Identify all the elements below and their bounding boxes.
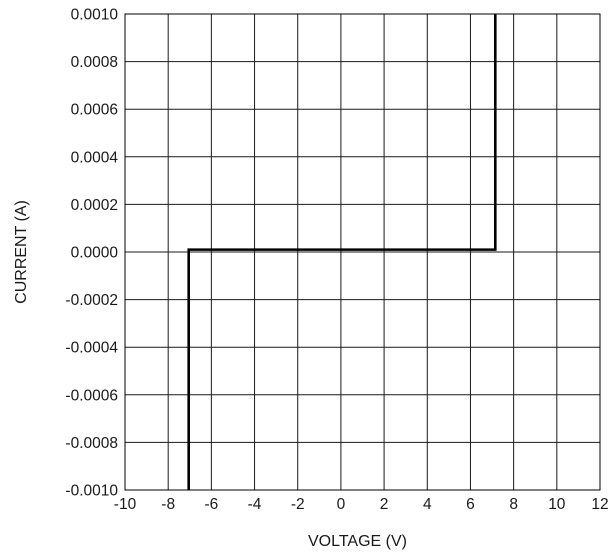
y-tick-label: 0.0002	[71, 197, 118, 214]
y-tick-label: 0.0006	[71, 102, 118, 119]
x-tick-label: 8	[509, 496, 518, 513]
grid-lines	[124, 13, 601, 491]
x-tick-label: -6	[204, 496, 218, 513]
x-tick-label: 6	[466, 496, 475, 513]
x-tick-label: -2	[291, 496, 305, 513]
x-tick-label: -8	[161, 496, 175, 513]
y-axis-label: CURRENT (A)	[13, 200, 30, 304]
plot-frame	[124, 13, 601, 491]
y-tick-label: -0.0010	[65, 483, 118, 500]
series-layer	[187, 14, 497, 490]
iv-curve-line	[187, 14, 497, 490]
x-tick-label: 4	[423, 496, 432, 513]
x-tick-label: 0	[337, 496, 346, 513]
y-tick-label: 0.0004	[71, 149, 119, 166]
x-tick-label: -10	[114, 496, 137, 513]
y-tick-label: 0.0010	[71, 7, 119, 24]
y-tick-label: 0.0000	[71, 245, 119, 262]
x-tick-label: 10	[548, 496, 566, 513]
x-axis-label: VOLTAGE (V)	[308, 533, 407, 550]
y-tick-label: 0.0008	[71, 54, 118, 71]
y-tick-labels: 0.0010 0.0008 0.0006 0.0004 0.0002 0.0000 -0.0…	[65, 7, 118, 500]
y-tick-label: -0.0008	[65, 435, 118, 452]
y-tick-label: -0.0002	[65, 292, 118, 309]
x-tick-label: -4	[248, 496, 262, 513]
y-tick-label: -0.0004	[65, 340, 118, 357]
x-tick-labels: -10 -8 -6 -4 -2 0 2 4 6 8 10 12	[114, 496, 609, 513]
x-tick-label: 12	[591, 496, 608, 513]
y-tick-label: -0.0006	[65, 387, 118, 404]
x-tick-label: 2	[380, 496, 389, 513]
